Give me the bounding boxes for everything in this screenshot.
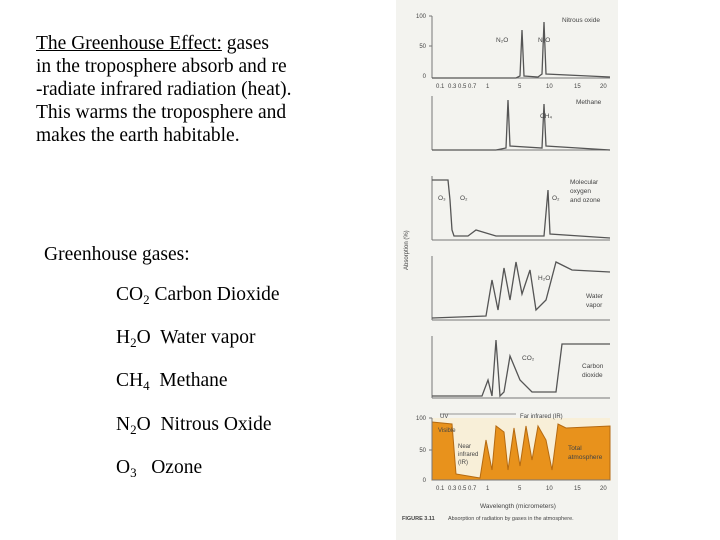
intro-line-1-rest: gases — [221, 33, 270, 54]
xtick-bottom-8: 15 — [574, 486, 581, 492]
gas-item-n2o: N2O Nitrous Oxide — [116, 414, 272, 437]
xtick-top-2: 0.3 — [448, 84, 457, 90]
tick-top-0: 0 — [423, 74, 427, 80]
species-ch4: CH₄ — [540, 113, 552, 120]
intro-line-3: -radiate infrared radiation (heat). — [36, 79, 292, 100]
xtick-top-9: 20 — [600, 84, 607, 90]
species-n2o-b: N₂O — [538, 37, 550, 44]
x-axis-label: Wavelength (micrometers) — [480, 503, 556, 510]
gas-item-ch4: CH4 Methane — [116, 370, 228, 393]
carbon-dioxide-curve — [432, 339, 610, 398]
xtick-top-6: 5 — [518, 84, 522, 90]
species-o2-b: O₂ — [552, 195, 560, 202]
tick-bottom-50: 50 — [419, 448, 426, 454]
label-near-ir-1: Near — [458, 444, 471, 450]
xtick-bottom-6: 5 — [518, 486, 522, 492]
greenhouse-gases-title: Greenhouse gases: — [44, 244, 190, 265]
label-near-ir-2: infrared — [458, 452, 478, 458]
species-o3: O₃ — [438, 195, 446, 202]
label-water-2: vapor — [586, 302, 603, 309]
label-methane: Methane — [576, 99, 602, 106]
water-vapor-curve — [431, 261, 611, 319]
label-nitrous: Nitrous oxide — [562, 17, 600, 24]
intro-text: The Greenhouse Effect: gases in the trop… — [36, 32, 376, 147]
gas-item-o3: O3 Ozone — [116, 457, 203, 480]
caption-text: Absorption of radiation by gases in the … — [448, 516, 574, 522]
gas-item-co2: CO2 Carbon Dioxide — [116, 284, 280, 307]
label-total-1: Total — [568, 445, 582, 452]
caption-number: FIGURE 3.11 — [402, 516, 435, 522]
label-oxygen-1: Molecular — [570, 179, 599, 186]
tick-top-100: 100 — [416, 14, 427, 20]
species-h2o: H₂O — [538, 275, 550, 282]
xtick-bottom-7: 10 — [546, 486, 553, 492]
xtick-bottom-5: 1 — [486, 486, 490, 492]
tick-bottom-100: 100 — [416, 416, 427, 422]
intro-line-1: The Greenhouse Effect: gases — [36, 32, 376, 55]
xtick-top-8: 15 — [574, 84, 581, 90]
methane-curve — [432, 99, 611, 151]
xtick-bottom-4: 0.7 — [468, 486, 477, 492]
oxygen-ozone-curve — [432, 179, 611, 239]
label-uv: UV — [440, 414, 448, 420]
intro-title: The Greenhouse Effect: — [36, 33, 222, 54]
species-o2: O₂ — [460, 195, 468, 202]
label-near-ir-3: (IR) — [458, 460, 468, 466]
species-co2: CO₂ — [522, 355, 535, 362]
label-co2-2: dioxide — [582, 372, 603, 379]
intro-line-2: in the troposphere absorb and re — [36, 56, 287, 77]
xtick-bottom-3: 0.5 — [458, 486, 467, 492]
label-visible: Visible — [438, 428, 456, 434]
label-oxygen-2: oxygen — [570, 188, 591, 195]
xtick-top-3: 0.5 — [458, 84, 467, 90]
xtick-bottom-1: 0.1 — [436, 486, 445, 492]
nitrous-oxide-curve — [432, 21, 611, 79]
xtick-top-4: 0.7 — [468, 84, 477, 90]
intro-line-5: makes the earth habitable. — [36, 125, 240, 146]
tick-bottom-0: 0 — [423, 478, 427, 484]
gas-item-h2o: H2O Water vapor — [116, 327, 256, 350]
absorption-figure: 100 50 0 100 50 0 0.1 0.3 0.5 0.7 1 5 10… — [396, 0, 618, 540]
species-n2o-a: N₂O — [496, 37, 508, 44]
xtick-top-5: 1 — [486, 84, 490, 90]
label-water-1: Water — [586, 293, 604, 300]
label-far-ir: Far infrared (IR) — [520, 414, 563, 420]
tick-top-50: 50 — [419, 44, 426, 50]
absorption-figure-svg: 100 50 0 100 50 0 0.1 0.3 0.5 0.7 1 5 10… — [402, 14, 611, 522]
label-total-2: atmosphere — [568, 454, 603, 461]
label-oxygen-3: and ozone — [570, 197, 601, 204]
y-axis-label: Absorption (%) — [404, 230, 410, 270]
xtick-top-7: 10 — [546, 84, 553, 90]
xtick-bottom-9: 20 — [600, 486, 607, 492]
xtick-bottom-2: 0.3 — [448, 486, 457, 492]
total-atmosphere-area — [431, 421, 611, 481]
label-co2-1: Carbon — [582, 363, 604, 370]
intro-line-4: This warms the troposphere and — [36, 102, 287, 123]
xtick-top-1: 0.1 — [436, 84, 445, 90]
